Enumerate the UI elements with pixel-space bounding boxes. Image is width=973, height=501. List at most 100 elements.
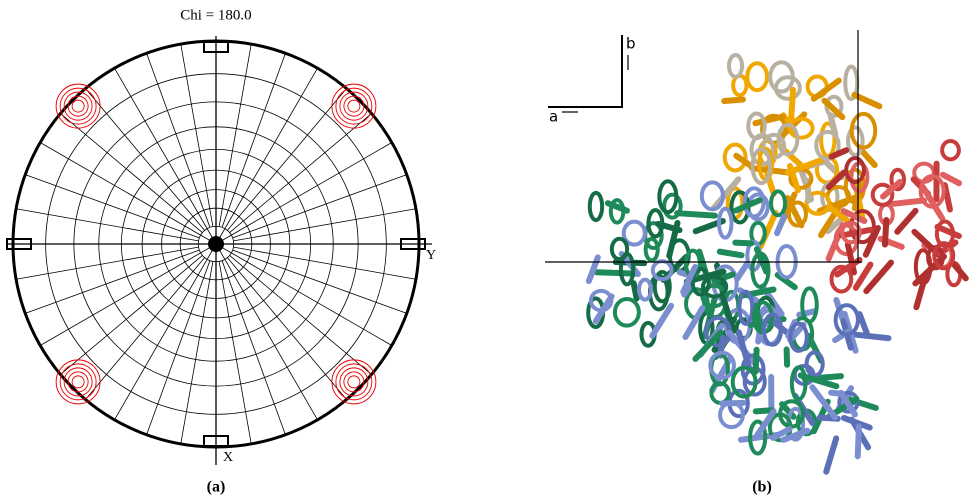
helix [722,142,748,173]
helix [769,189,788,218]
helix [643,236,660,263]
black-peak [6,238,32,250]
strand [840,208,868,225]
strand [863,259,894,295]
helix [690,266,711,297]
helix [650,259,674,282]
helix [819,121,837,159]
helix [618,252,636,287]
strand [682,305,706,340]
net-meridian [114,67,217,245]
strand [784,156,825,176]
net-meridian [233,208,416,242]
helix [788,321,809,353]
helix [609,236,630,262]
strand [880,178,903,200]
net-meridian [227,88,347,231]
strand [780,427,811,443]
strand [912,253,948,287]
strand [838,389,858,418]
strand [733,152,755,170]
red-contour [55,359,101,405]
y-axis-label: Y [426,248,436,263]
helix [849,111,878,150]
strand [939,171,963,187]
red-contour [339,367,369,397]
strand [913,271,929,311]
black-peak [203,435,229,447]
strand [821,97,846,121]
helix [833,303,860,337]
strand [585,254,601,285]
red-contour [71,375,85,389]
strand [655,220,683,234]
helix [814,129,841,161]
strand [788,86,797,122]
b-axis-label: b [626,35,636,53]
net-meridian [16,246,199,280]
strand [934,223,962,240]
strand [773,213,788,237]
strand [886,197,928,208]
net-meridian [146,53,211,228]
red-contour [63,91,93,121]
strand [809,384,838,421]
strand [852,261,874,291]
red-contour [347,375,361,389]
red-contour [71,99,85,113]
strand [825,169,847,191]
red-contour [347,99,361,113]
red-contour [63,367,93,397]
net-meridian [25,174,200,239]
strand [797,372,840,390]
strand [734,260,750,283]
helix [716,206,734,240]
net-meridian [85,88,205,231]
caption-b: (b) [752,479,772,496]
helix [789,365,808,402]
helix [843,64,860,102]
strand [738,286,777,299]
helix [844,156,866,185]
strand [692,329,724,362]
helix [889,167,906,192]
net-meridian [85,257,205,400]
net-meridian [180,44,214,227]
helix [778,399,806,429]
net-meridian [215,243,393,346]
net-meridian [180,261,214,444]
strand [894,207,919,235]
helix [708,350,736,380]
net-meridian [232,174,407,239]
red-contour [59,363,97,401]
strand [716,248,745,259]
helix [730,365,758,399]
strand [919,184,946,222]
net-meridian [25,249,200,314]
strand [827,112,839,138]
a-axis-label: a [549,108,558,126]
helix [699,180,725,212]
helix [742,186,766,219]
net-meridian [60,113,203,233]
red-contour [335,363,373,401]
red-contour [343,371,365,393]
red-contour [331,359,377,405]
strand [630,280,640,302]
strand [592,293,615,325]
helix [700,275,729,299]
strand [774,271,798,291]
helix [612,296,641,328]
red-contour [67,371,89,393]
helix [934,219,956,248]
net-meridian [233,246,416,280]
strand [721,96,746,105]
net-meridian [227,257,347,400]
helix [940,138,961,162]
net-meridian [229,113,372,233]
protein-cartoon [585,53,969,475]
net-meridian [215,67,318,245]
strand [817,199,845,239]
strand [752,113,786,127]
helix [804,190,832,216]
